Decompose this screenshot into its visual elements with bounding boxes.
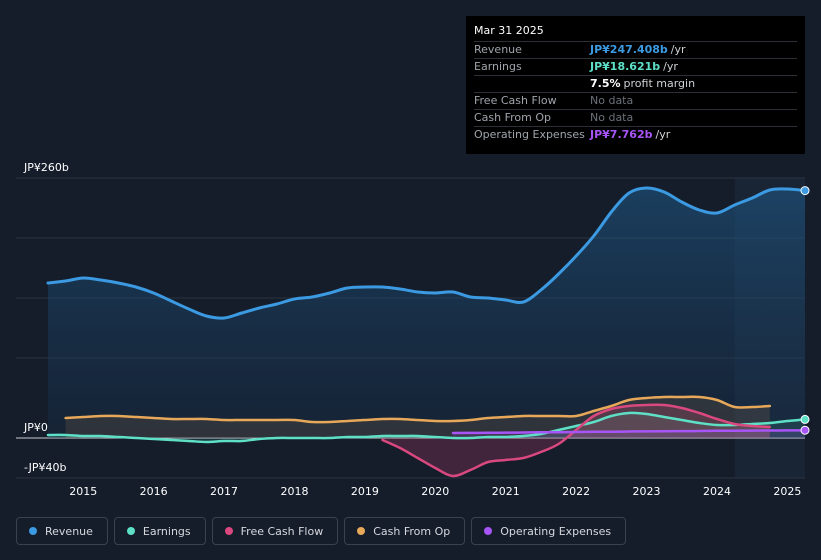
x-tick-label: 2023 — [633, 485, 661, 498]
tooltip-row: Free Cash Flow No data — [474, 93, 797, 110]
tooltip-row-label: Cash From Op — [474, 111, 552, 124]
tooltip-row: Earnings JP¥18.621b/yr — [474, 59, 797, 76]
tooltip-row-unit: profit margin — [623, 77, 696, 90]
operating-expenses-end-marker — [800, 425, 810, 435]
x-tick-label: 2019 — [351, 485, 379, 498]
tooltip-row: Cash From Op No data — [474, 110, 797, 127]
legend-item-cash-from-op[interactable]: Cash From Op — [344, 517, 466, 545]
earnings-end-marker — [800, 414, 810, 424]
tooltip-row-value: No data — [590, 111, 634, 124]
x-tick-label: 2020 — [421, 485, 449, 498]
tooltip-row-value: 7.5% — [590, 77, 621, 90]
tooltip-row-value: JP¥247.408b — [590, 43, 668, 56]
legend-dot-icon — [126, 527, 135, 535]
legend-dot-icon — [224, 527, 233, 535]
tooltip-row-value: JP¥18.621b — [590, 60, 661, 73]
tooltip-row-label: Earnings — [474, 60, 522, 73]
legend-dot-icon — [484, 527, 493, 535]
revenue-area — [48, 187, 805, 438]
x-tick-label: 2016 — [140, 485, 168, 498]
tooltip-row-unit: /yr — [663, 60, 678, 73]
x-tick-label: 2017 — [210, 485, 238, 498]
x-tick-label: 2025 — [773, 485, 801, 498]
tooltip-row: 7.5% profit margin — [474, 76, 797, 93]
tooltip-row-label — [474, 76, 590, 92]
tooltip-row-label: Free Cash Flow — [474, 94, 557, 107]
legend-label: Operating Expenses — [500, 524, 612, 538]
y-tick-label: JP¥260b — [23, 161, 69, 174]
legend-label: Free Cash Flow — [240, 524, 324, 538]
earnings-area — [48, 412, 805, 442]
tooltip-row: Revenue JP¥247.408b/yr — [474, 42, 797, 59]
legend-label: Cash From Op — [373, 524, 451, 538]
x-tick-label: 2024 — [703, 485, 731, 498]
legend: Revenue Earnings Free Cash Flow Cash From O… — [16, 517, 627, 545]
tooltip-row-value: No data — [590, 94, 634, 107]
free-cash-flow-area — [382, 404, 770, 477]
tooltip: Mar 31 2025 Revenue JP¥247.408b/yr Earning… — [466, 16, 805, 154]
earnings-line — [46, 411, 807, 444]
legend-dot-icon — [357, 527, 366, 535]
free-cash-flow-line — [381, 403, 772, 478]
x-tick-label: 2022 — [562, 485, 590, 498]
legend-label: Earnings — [142, 524, 191, 538]
legend-label: Revenue — [45, 524, 93, 538]
cash-from-op-area — [65, 396, 770, 438]
x-tick-label: 2015 — [69, 485, 97, 498]
legend-item-free-cash-flow[interactable]: Free Cash Flow — [211, 517, 339, 545]
tooltip-row-value: JP¥7.762b — [590, 128, 653, 141]
legend-dot-icon — [29, 527, 37, 535]
cash-from-op-line — [64, 395, 772, 424]
operating-expenses-line — [451, 428, 807, 435]
x-tick-label: 2018 — [280, 485, 308, 498]
tooltip-row-label: Operating Expenses — [474, 128, 585, 141]
legend-item-operating-expenses[interactable]: Operating Expenses — [471, 517, 627, 545]
legend-item-revenue[interactable]: Revenue — [16, 517, 108, 545]
tooltip-row-unit: /yr — [655, 128, 671, 141]
operating-expenses-area — [452, 430, 805, 438]
y-tick-label: -JP¥40b — [24, 461, 66, 474]
legend-item-earnings[interactable]: Earnings — [113, 517, 206, 545]
tooltip-row-label: Revenue — [474, 43, 522, 56]
revenue-end-marker — [800, 186, 810, 196]
x-tick-label: 2021 — [492, 485, 520, 498]
y-tick-label: JP¥0 — [23, 421, 48, 434]
revenue-line — [46, 186, 807, 320]
tooltip-row: Operating Expenses JP¥7.762b/yr — [474, 127, 797, 144]
tooltip-row-unit: /yr — [670, 43, 686, 56]
tooltip-date: Mar 31 2025 — [474, 24, 797, 42]
